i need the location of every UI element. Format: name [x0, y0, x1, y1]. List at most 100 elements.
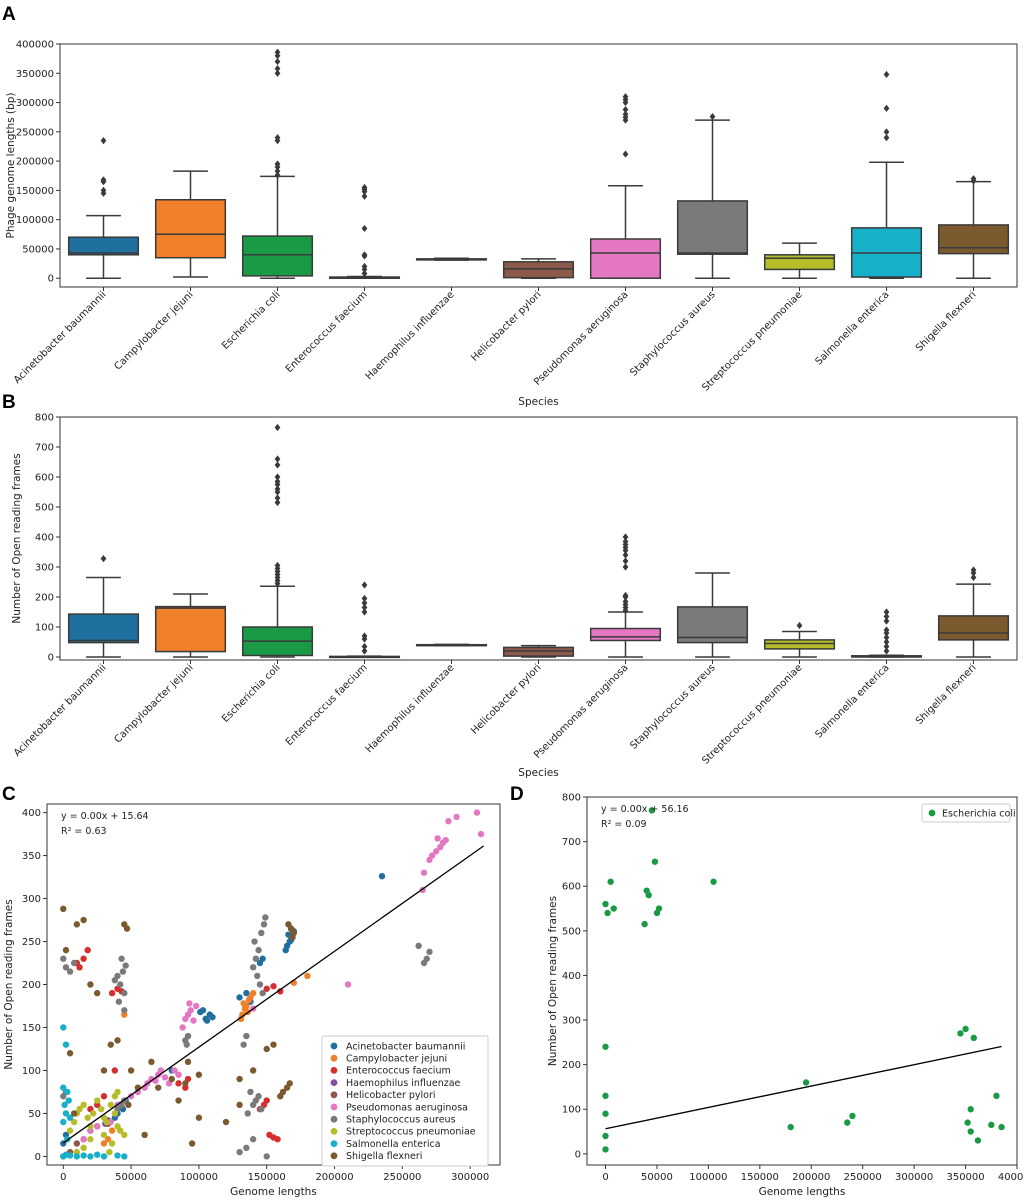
data-point — [604, 909, 611, 917]
data-point — [161, 1074, 169, 1081]
box-iqr — [67, 236, 140, 256]
outlier-point — [361, 581, 368, 589]
legend-label-shigella-flexneri: Shigella flexneri — [346, 1151, 422, 1162]
data-point — [236, 994, 243, 1001]
data-point — [648, 807, 656, 814]
data-point — [655, 905, 663, 912]
data-point — [423, 955, 430, 962]
data-point — [286, 1080, 293, 1087]
legend-marker-helicobacter-pylori — [330, 1091, 338, 1099]
y-tick-label: 0 — [48, 653, 54, 664]
data-point — [121, 989, 128, 997]
data-point — [62, 946, 70, 954]
data-point — [993, 1092, 1000, 1100]
outlier-point — [100, 555, 107, 563]
box-iqr — [763, 254, 836, 271]
outlier-point — [274, 473, 281, 481]
outlier-point — [274, 57, 281, 66]
box-haemophilus-influenzae — [415, 643, 488, 647]
r-squared: R² = 0.09 — [601, 819, 647, 830]
data-point — [141, 1131, 148, 1139]
data-point — [66, 1127, 74, 1134]
data-point — [187, 1007, 194, 1014]
data-point — [433, 848, 440, 855]
outlier-point — [274, 167, 281, 175]
data-point — [70, 1110, 78, 1117]
box-iqr — [67, 613, 140, 644]
outlier-point — [883, 647, 890, 655]
data-point — [65, 1097, 72, 1104]
legend-label-staphylococcus-aureus: Staphylococcus aureus — [346, 1115, 456, 1126]
data-point — [175, 1080, 182, 1087]
x-axis-title: Genome lengths — [759, 1186, 846, 1198]
outlier-point — [100, 186, 107, 194]
x-tick-label: 0 — [602, 1172, 608, 1183]
y-tick-label: 0 — [575, 1149, 581, 1160]
data-point — [607, 878, 614, 885]
y-tick-label: 300 — [562, 1016, 581, 1027]
box-salmonella-enterica — [850, 70, 923, 279]
data-point — [73, 1140, 81, 1147]
data-point — [258, 929, 265, 937]
data-point — [378, 873, 386, 880]
outlier-point — [274, 498, 281, 507]
data-point — [117, 1127, 124, 1134]
data-point — [93, 1097, 101, 1104]
x-tick-label-campylobacter-jejuni: Campylobacter jejuni — [113, 662, 196, 745]
data-point — [240, 1041, 247, 1048]
data-point — [998, 1123, 1005, 1131]
outlier-point — [883, 642, 890, 651]
outlier-point — [883, 134, 890, 142]
data-point — [249, 1067, 257, 1074]
data-point — [84, 946, 91, 954]
data-point — [197, 1008, 204, 1016]
legend-box — [921, 803, 1011, 823]
outlier-point — [622, 591, 629, 600]
data-point — [186, 1000, 193, 1007]
data-point — [60, 1118, 67, 1126]
data-point — [255, 1093, 262, 1100]
data-point — [93, 1123, 101, 1130]
x-tick-label-pseudomonas-aeruginosa: Pseudomonas aeruginosa — [532, 662, 631, 761]
data-point — [87, 1153, 94, 1160]
box-escherichia-coli — [241, 48, 314, 279]
box-iqr — [937, 615, 1010, 641]
x-tick-label-helicobacter-pylori: Helicobacter pylori — [469, 662, 543, 736]
panel-letter-c: C — [2, 784, 16, 805]
outlier-point — [970, 573, 977, 582]
box-helicobacter-pylori — [502, 258, 575, 279]
legend-label-enterococcus-faecium: Enterococcus faecium — [346, 1066, 451, 1077]
data-point — [236, 1148, 243, 1156]
outlier-point — [274, 461, 281, 469]
regression-equation: y = 0.00x + 56.16 — [601, 804, 689, 815]
data-point — [445, 817, 452, 825]
data-point — [240, 1000, 247, 1007]
data-point — [73, 1153, 81, 1160]
outlier-point — [274, 160, 281, 168]
box-streptococcus-pneumoniae — [763, 242, 836, 279]
data-point — [100, 1067, 108, 1074]
data-point — [967, 1128, 974, 1135]
y-tick-label: 600 — [35, 473, 54, 484]
data-point — [473, 809, 481, 816]
outlier-point — [100, 137, 107, 145]
r-squared: R² = 0.63 — [61, 826, 107, 837]
data-point — [249, 964, 257, 971]
x-tick-label-enterococcus-faecium: Enterococcus faecium — [284, 662, 370, 748]
box-acinetobacter-baumannii — [67, 555, 140, 658]
x-tick-label: 150000 — [248, 1172, 286, 1183]
data-point — [175, 1071, 182, 1078]
data-point — [602, 1132, 609, 1140]
y-tick-label: 600 — [562, 882, 581, 893]
data-point — [849, 1112, 856, 1120]
data-point — [964, 1119, 971, 1126]
data-point — [270, 1041, 277, 1048]
data-point — [80, 1152, 87, 1159]
outlier-point — [622, 93, 629, 101]
box-iqr — [502, 261, 575, 279]
y-tick-label: 800 — [562, 793, 581, 804]
legend-label-streptococcus-pneumoniae: Streptococcus pneumoniae — [346, 1127, 476, 1138]
y-tick-label: 150000 — [16, 186, 54, 197]
series-salmonella-enterica — [60, 1024, 128, 1160]
data-point — [60, 1084, 67, 1091]
